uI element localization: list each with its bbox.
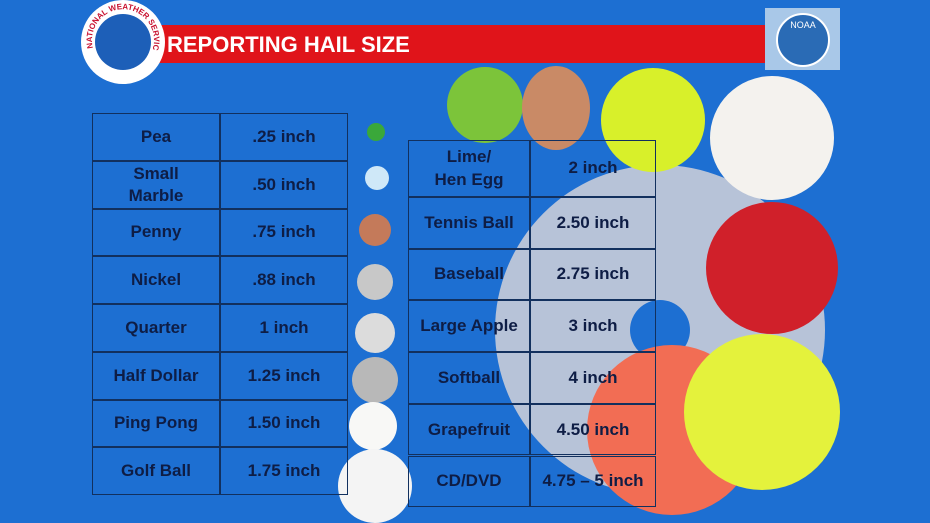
item-name: Nickel [92, 256, 220, 304]
item-name: Small Marble [92, 160, 220, 209]
item-name: Quarter [92, 304, 220, 352]
item-name: Large Apple [408, 300, 530, 353]
quarter [355, 313, 395, 353]
golf-ball [338, 449, 412, 523]
noaa-logo [776, 13, 830, 67]
cd-hole [630, 300, 690, 360]
nickel [357, 264, 393, 300]
nws-logo-inner [95, 14, 151, 70]
title: REPORTING HAIL SIZE [167, 32, 410, 57]
item-size: 4.75 – 5 inch [530, 455, 656, 508]
marble [365, 166, 389, 190]
item-name: Baseball [408, 248, 530, 301]
title-banner [150, 25, 765, 63]
item-size: .75 inch [220, 208, 348, 257]
item-name: Softball [408, 352, 530, 404]
half-dollar [352, 357, 398, 403]
apple [706, 202, 838, 334]
item-name: Golf Ball [92, 447, 220, 495]
item-name: Tennis Ball [408, 197, 530, 249]
item-name: Grapefruit [408, 403, 530, 456]
pea [367, 123, 385, 141]
item-size: 2.75 inch [530, 248, 656, 301]
ping-pong [349, 402, 397, 450]
item-name: Lime/ Hen Egg [408, 140, 530, 197]
lime [447, 67, 523, 143]
item-size: 2 inch [530, 140, 656, 197]
item-name: Pea [92, 113, 220, 161]
item-size: 2.50 inch [530, 197, 656, 249]
item-size: 1.50 inch [220, 399, 348, 448]
penny [359, 214, 391, 246]
egg [522, 66, 590, 150]
item-size: 4.50 inch [530, 403, 656, 456]
item-size: .50 inch [220, 160, 348, 209]
item-size: 4 inch [530, 352, 656, 404]
noaa-text: NOAA [790, 20, 816, 30]
item-size: 1.25 inch [220, 351, 348, 400]
item-name: CD/DVD [408, 455, 530, 508]
item-size: 3 inch [530, 300, 656, 353]
item-size: .25 inch [220, 113, 348, 161]
item-size: 1 inch [220, 304, 348, 352]
item-name: Penny [92, 208, 220, 257]
softball [684, 334, 840, 490]
baseball [710, 76, 834, 200]
item-name: Half Dollar [92, 351, 220, 400]
item-size: 1.75 inch [220, 447, 348, 495]
item-name: Ping Pong [92, 399, 220, 448]
tennis-ball [601, 68, 705, 172]
item-size: .88 inch [220, 256, 348, 304]
